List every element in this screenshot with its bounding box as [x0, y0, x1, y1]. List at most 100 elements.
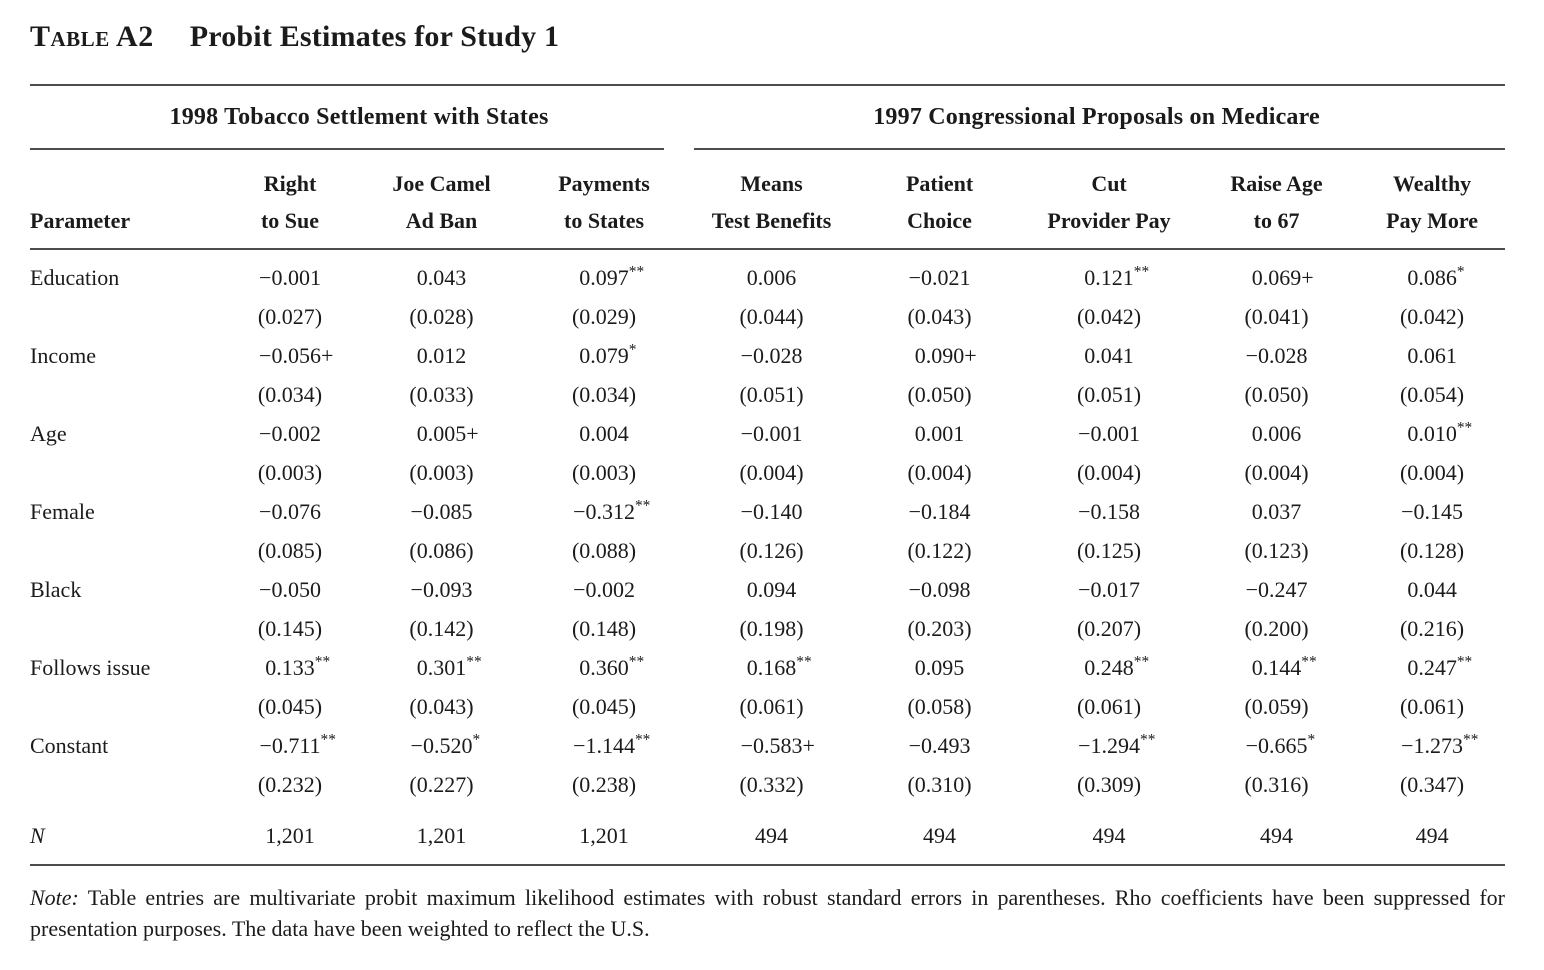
coef-cell: 0.012: [416, 342, 467, 368]
coef-cell: −0.184: [908, 498, 971, 524]
se-cell: (0.142): [409, 615, 474, 641]
probit-estimates-table: 1998 Tobacco Settlement with States 1997…: [30, 86, 1506, 866]
se-cell: (0.203): [907, 615, 972, 641]
column-header-parameter: Parameter: [30, 150, 217, 250]
table-note: Note: Table entries are multivariate pro…: [30, 882, 1505, 944]
se-cell: (0.034): [571, 381, 637, 407]
standard-error-row: (0.045) (0.043) (0.045) (0.061) (0.058) (0.06…: [30, 687, 1505, 726]
column-header-row: Parameter Right to Sue Joe Camel Ad Ban Pa…: [30, 150, 1506, 250]
row-label: Age: [30, 420, 67, 446]
column-group-row: 1998 Tobacco Settlement with States 1997…: [30, 86, 1505, 148]
row-label: N: [30, 804, 217, 866]
se-cell: (0.045): [257, 693, 323, 719]
coef-cell: 0.041: [1084, 342, 1134, 368]
coef-cell: −1.294**: [1078, 731, 1156, 758]
column-header-raise-age-to-67: Raise Age to 67: [1194, 150, 1360, 250]
se-cell: (0.029): [571, 303, 637, 329]
se-cell: (0.003): [257, 459, 323, 485]
se-cell: (0.004): [1244, 459, 1309, 485]
se-cell: (0.050): [907, 381, 972, 407]
coef-cell: 0.360**: [579, 653, 645, 680]
group-header-tobacco: 1998 Tobacco Settlement with States: [169, 103, 549, 130]
coefficient-row: Constant −0.711** −0.520* −1.144** −0.583+ −0…: [30, 726, 1505, 765]
row-label: Education: [30, 264, 120, 290]
coefficient-row: Black −0.050 −0.093 −0.002 0.094 −0.098 −0.017…: [30, 570, 1505, 609]
coef-cell: 0.069+: [1251, 264, 1314, 290]
medicare-group-rule: [694, 148, 1506, 150]
column-header-cut-provider-pay: Cut Provider Pay: [1024, 150, 1195, 250]
se-cell: (0.034): [257, 381, 323, 407]
coef-cell: 0.090+: [914, 342, 977, 368]
se-cell: (0.125): [1076, 537, 1142, 563]
sample-size-row: N 1,201 1,201 1,201 494 494 494 494 494: [30, 804, 1506, 866]
se-cell: (0.207): [1076, 615, 1142, 641]
coef-cell: 0.043: [416, 264, 467, 290]
coef-cell: 0.095: [914, 654, 965, 680]
se-cell: (0.227): [409, 771, 474, 797]
se-cell: (0.061): [739, 693, 804, 719]
coef-cell: −0.050: [259, 576, 321, 602]
standard-error-row: (0.145) (0.142) (0.148) (0.198) (0.203) (0.20…: [30, 609, 1505, 648]
se-cell: (0.042): [1399, 303, 1465, 329]
coef-cell: 0.037: [1251, 498, 1302, 524]
coef-cell: 0.097**: [579, 263, 645, 290]
coef-cell: 0.094: [746, 576, 797, 602]
page: Table A2 Probit Estimates for Study 1 199…: [0, 20, 1544, 944]
se-cell: (0.310): [907, 771, 972, 797]
row-label-spacer: [30, 453, 217, 492]
se-cell: (0.123): [1244, 537, 1309, 563]
coef-cell: 0.079*: [579, 341, 637, 368]
se-cell: (0.232): [257, 771, 323, 797]
se-cell: (0.004): [1399, 459, 1465, 485]
coef-cell: −0.028: [1245, 342, 1308, 368]
table-body: Education −0.001 0.043 0.097** 0.006 −0.021 0.…: [30, 249, 1506, 866]
table-caption: Table A2 Probit Estimates for Study 1: [30, 20, 1505, 62]
coef-cell: 0.005+: [416, 420, 479, 446]
row-label: Income: [30, 342, 96, 368]
se-cell: (0.003): [409, 459, 474, 485]
coef-cell: −0.158: [1078, 498, 1140, 524]
se-cell: (0.200): [1244, 615, 1309, 641]
se-cell: (0.043): [907, 303, 972, 329]
row-label: Female: [30, 498, 95, 524]
coef-cell: −0.145: [1401, 498, 1464, 524]
se-cell: (0.045): [571, 693, 637, 719]
se-cell: (0.043): [409, 693, 474, 719]
column-header-wealthy-pay-more: Wealthy Pay More: [1359, 150, 1506, 250]
coef-cell: −0.140: [740, 498, 803, 524]
coef-cell: −0.001: [740, 420, 803, 446]
row-label: Follows issue: [30, 654, 151, 680]
se-cell: (0.051): [739, 381, 804, 407]
row-label-spacer: [30, 531, 217, 570]
coef-cell: −1.273**: [1401, 731, 1479, 758]
coef-cell: −0.247: [1245, 576, 1308, 602]
coef-cell: 0.086*: [1407, 263, 1465, 290]
coef-cell: −0.056+: [259, 342, 334, 368]
row-label-spacer: [30, 765, 217, 804]
n-cell: 494: [688, 804, 856, 866]
se-cell: (0.004): [1076, 459, 1142, 485]
group-header-medicare: 1997 Congressional Proposals on Medicare: [873, 103, 1320, 130]
se-cell: (0.085): [257, 537, 323, 563]
column-header-right-to-sue: Right to Sue: [217, 150, 363, 250]
se-cell: (0.061): [1399, 693, 1465, 719]
n-cell: 494: [1194, 804, 1360, 866]
coefficient-row: Age −0.002 0.005+ 0.004 −0.001 0.001 −0.001 0.0…: [30, 414, 1505, 453]
se-cell: (0.148): [571, 615, 637, 641]
se-cell: (0.033): [409, 381, 474, 407]
row-label: Constant: [30, 732, 109, 758]
coef-cell: −0.017: [1078, 576, 1140, 602]
coef-cell: −0.085: [410, 498, 473, 524]
group-rule-row: [30, 148, 1506, 150]
row-label: Black: [30, 576, 82, 602]
note-text: Table entries are multivariate probit ma…: [30, 885, 1505, 941]
note-label: Note:: [30, 885, 79, 910]
coef-cell: 0.121**: [1084, 263, 1150, 290]
coef-cell: −0.076: [259, 498, 321, 524]
coef-cell: 0.010**: [1407, 419, 1473, 446]
n-cell: 1,201: [363, 804, 520, 866]
coef-cell: 0.061: [1407, 342, 1457, 368]
se-cell: (0.309): [1076, 771, 1142, 797]
coef-cell: −0.002: [573, 576, 635, 602]
column-header-patient-choice: Patient Choice: [855, 150, 1025, 250]
